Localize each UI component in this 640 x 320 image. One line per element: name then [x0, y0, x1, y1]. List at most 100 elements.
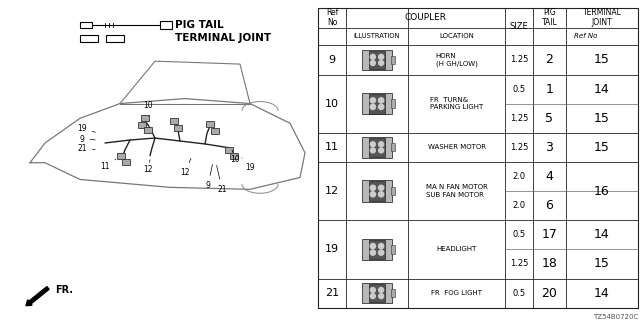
Circle shape [371, 288, 375, 292]
Bar [369, 284, 385, 302]
Bar [391, 187, 395, 196]
Text: LOCATION: LOCATION [439, 34, 474, 39]
Text: 10: 10 [143, 101, 153, 116]
Bar [362, 137, 392, 157]
Circle shape [371, 142, 375, 147]
Text: 19: 19 [325, 244, 339, 254]
Bar [369, 181, 385, 201]
FancyArrow shape [26, 287, 49, 306]
Bar [362, 180, 392, 202]
Text: 3: 3 [545, 141, 554, 154]
Circle shape [379, 288, 383, 292]
Bar [144, 127, 152, 133]
Text: 12: 12 [143, 160, 153, 174]
Circle shape [379, 148, 383, 153]
Bar [80, 35, 98, 43]
Text: 0.5: 0.5 [513, 84, 525, 93]
Text: 14: 14 [594, 287, 610, 300]
Circle shape [370, 98, 376, 103]
Text: 2: 2 [545, 53, 554, 67]
Text: 9: 9 [205, 164, 212, 190]
Bar [391, 289, 395, 297]
Circle shape [379, 142, 383, 147]
Bar [122, 159, 130, 165]
Circle shape [379, 54, 383, 59]
Bar [369, 51, 385, 69]
Circle shape [378, 192, 384, 197]
Text: 11: 11 [325, 142, 339, 152]
Text: 19: 19 [242, 158, 255, 172]
Bar [80, 22, 92, 28]
Text: HORN
(H GH/LOW): HORN (H GH/LOW) [436, 53, 477, 67]
Bar [391, 99, 395, 108]
Bar [206, 121, 214, 127]
Text: 10: 10 [325, 99, 339, 109]
Text: 1.25: 1.25 [510, 260, 528, 268]
Bar [369, 239, 385, 259]
Text: 21: 21 [77, 144, 95, 153]
Circle shape [371, 60, 375, 65]
Text: TERMINAL
JOINT: TERMINAL JOINT [582, 8, 621, 27]
Bar [362, 50, 392, 70]
Circle shape [371, 54, 375, 59]
Text: 2.0: 2.0 [513, 201, 525, 210]
Text: 12: 12 [180, 158, 191, 177]
Circle shape [378, 244, 384, 249]
Circle shape [378, 104, 384, 109]
Text: FR  TURN&
PARKING LIGHT: FR TURN& PARKING LIGHT [430, 97, 483, 110]
Text: 16: 16 [594, 185, 610, 197]
Bar [106, 35, 124, 43]
Text: 15: 15 [594, 112, 610, 125]
Bar [170, 118, 178, 124]
Text: FR.: FR. [55, 285, 73, 295]
Text: 4: 4 [545, 170, 554, 183]
Bar [391, 143, 395, 151]
Bar [391, 245, 395, 254]
Circle shape [378, 250, 384, 255]
Text: 1: 1 [545, 83, 554, 96]
Text: PIG TAIL: PIG TAIL [175, 20, 223, 30]
Bar [369, 138, 385, 156]
Text: 14: 14 [594, 83, 610, 96]
Circle shape [370, 185, 376, 190]
Text: COUPLER: COUPLER [404, 13, 447, 22]
Bar [117, 153, 125, 159]
Text: 14: 14 [594, 228, 610, 241]
Circle shape [370, 244, 376, 249]
Text: FR  FOG LIGHT: FR FOG LIGHT [431, 290, 482, 296]
Bar [318, 8, 638, 308]
Bar [369, 94, 385, 114]
Circle shape [378, 185, 384, 190]
Text: TERMINAL JOINT: TERMINAL JOINT [175, 34, 271, 44]
Text: HEADLIGHT: HEADLIGHT [436, 246, 477, 252]
Text: 1.25: 1.25 [510, 55, 528, 64]
Text: 10: 10 [230, 150, 240, 164]
Text: PIG
TAIL: PIG TAIL [541, 8, 557, 27]
Text: 15: 15 [594, 257, 610, 270]
Text: WASHER MOTOR: WASHER MOTOR [428, 144, 486, 150]
Text: 18: 18 [541, 257, 557, 270]
Circle shape [379, 294, 383, 299]
Text: TZ54B0720C: TZ54B0720C [593, 314, 638, 320]
Bar [138, 122, 146, 128]
Bar [362, 93, 392, 115]
Bar [362, 283, 392, 303]
Text: 15: 15 [594, 141, 610, 154]
Circle shape [378, 98, 384, 103]
Text: 17: 17 [541, 228, 557, 241]
Text: 2.0: 2.0 [513, 172, 525, 181]
Text: Ref
No: Ref No [326, 8, 338, 28]
Circle shape [370, 104, 376, 109]
Bar [391, 56, 395, 64]
Circle shape [379, 60, 383, 65]
Text: 15: 15 [594, 53, 610, 67]
Circle shape [371, 148, 375, 153]
Text: 1.25: 1.25 [510, 143, 528, 152]
Text: 9: 9 [328, 55, 335, 65]
Circle shape [370, 250, 376, 255]
Bar [141, 116, 149, 121]
Circle shape [370, 192, 376, 197]
Text: Ref No: Ref No [574, 34, 597, 39]
Bar [225, 147, 233, 153]
Text: 9: 9 [79, 134, 95, 144]
